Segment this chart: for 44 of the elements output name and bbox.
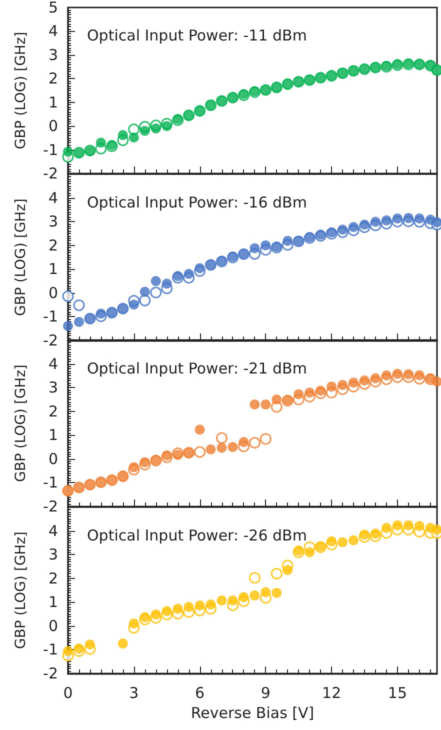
x-tick-label: 15 [388, 684, 408, 702]
y-tick-label: 3 [48, 545, 58, 564]
y-tick-label: 2 [48, 70, 58, 88]
y-tick-label: 5 [48, 0, 58, 16]
y-tick-label: 1 [48, 592, 58, 611]
y-tick-label: 3 [48, 378, 58, 397]
y-tick-label: 3 [48, 46, 58, 64]
y-axis-title: GBP (LOG) [GHz] [13, 198, 29, 316]
y-tick-label: 0 [48, 117, 58, 136]
y-tick-label: 3 [48, 212, 58, 230]
text: Optical Input Power: -21 dBm [87, 360, 307, 378]
y-tick-label: 4 [48, 188, 58, 206]
y-tick-label: 4 [48, 354, 58, 373]
y-tick-label: -1 [43, 640, 58, 658]
x-tick-label: 6 [195, 684, 205, 702]
y-tick-label: 4 [48, 22, 58, 40]
x-tick-label: 3 [129, 684, 139, 702]
y-tick-label: 2 [48, 402, 58, 420]
y-tick-label: 0 [48, 616, 58, 634]
y-axis-title: GBP (LOG) [GHz] [13, 32, 29, 150]
x-axis-title: Reverse Bias [V] [190, 703, 314, 722]
y-tick-label: 1 [48, 260, 58, 278]
x-tick-label: 9 [260, 684, 270, 702]
text: Optical Input Power: -16 dBm [87, 193, 307, 211]
text: Optical Input Power: -11 dBm [87, 26, 307, 44]
y-tick-label: 4 [48, 521, 58, 540]
y-tick-label: 2 [48, 236, 58, 254]
y-tick-label: -1 [43, 307, 58, 326]
y-tick-label: 1 [48, 93, 58, 112]
y-tick-label: 2 [48, 568, 58, 587]
y-tick-label: -1 [43, 474, 58, 492]
text: Optical Input Power: -26 dBm [87, 526, 307, 544]
y-tick-label: 0 [48, 450, 58, 468]
y-tick-label: 0 [48, 283, 58, 302]
y-tick-label: -2 [43, 331, 58, 349]
y-tick-label: -2 [43, 498, 58, 516]
y-axis-title: GBP (LOG) [GHz] [13, 530, 29, 649]
y-axis-title: GBP (LOG) [GHz] [13, 364, 29, 482]
y-tick-label: 1 [48, 426, 58, 444]
y-tick-label: -2 [43, 164, 58, 182]
x-tick-label: 0 [63, 684, 73, 702]
y-tick-label: -2 [43, 664, 58, 682]
y-tick-label: -1 [43, 140, 58, 159]
x-tick-label: 12 [322, 684, 342, 702]
